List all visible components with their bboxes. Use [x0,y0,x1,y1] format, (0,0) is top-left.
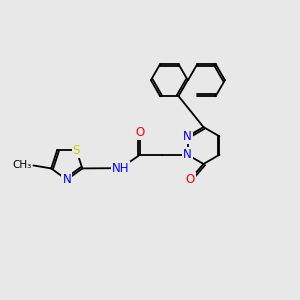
Text: CH₃: CH₃ [13,160,32,170]
Text: N: N [183,148,192,161]
Text: NH: NH [112,162,129,175]
Text: N: N [62,173,71,186]
Text: O: O [135,126,145,139]
Text: S: S [73,144,80,157]
Text: N: N [183,130,192,143]
Text: O: O [185,173,195,186]
